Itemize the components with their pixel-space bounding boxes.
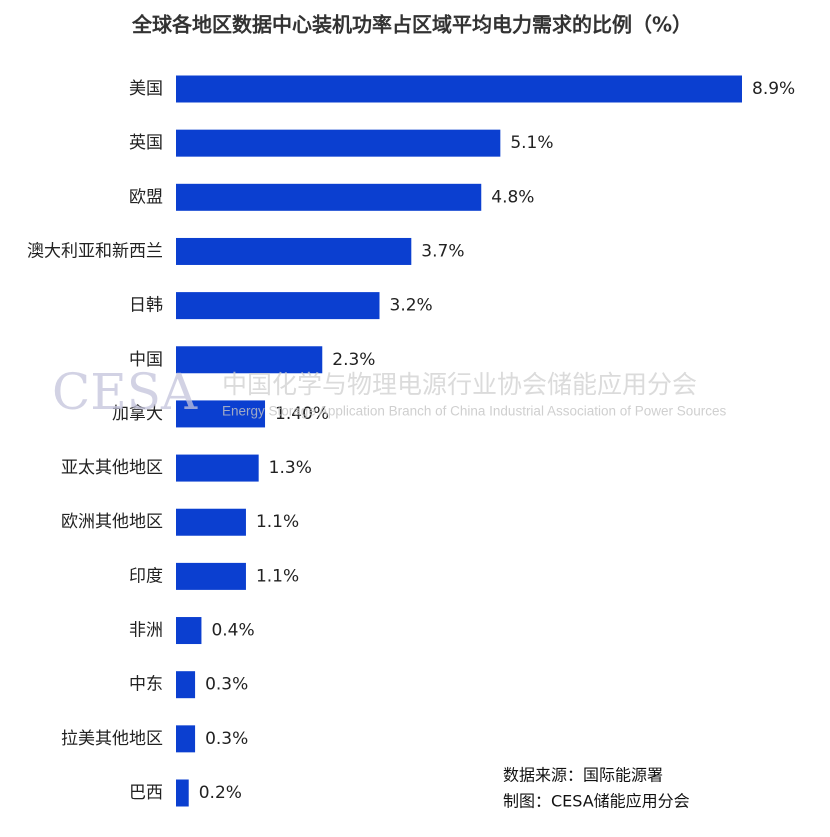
value-label: 0.3% [205, 675, 248, 695]
bar [176, 75, 742, 103]
value-label: 0.3% [205, 729, 248, 749]
bar [176, 779, 189, 807]
category-label: 美国 [129, 79, 163, 99]
category-label: 澳大利亚和新西兰 [27, 241, 163, 261]
category-label: 加拿大 [112, 403, 163, 424]
source-note: 数据来源：国际能源署 [503, 766, 663, 785]
bar [176, 237, 412, 265]
watermark-name: 中国化学与物理电源行业协会储能应用分会 [222, 370, 697, 399]
value-label: 1.3% [269, 458, 312, 478]
value-label: 8.9% [752, 79, 795, 99]
value-label: 5.1% [510, 133, 553, 153]
watermark-logo: CESA [52, 363, 198, 421]
bar [176, 400, 266, 428]
category-label: 拉美其他地区 [61, 729, 163, 749]
category-label: 日韩 [129, 296, 163, 316]
category-label: 印度 [129, 566, 163, 586]
category-label: 欧洲其他地区 [61, 512, 163, 532]
category-label: 欧盟 [129, 187, 163, 207]
value-label: 0.4% [211, 621, 254, 641]
category-label: 英国 [129, 133, 163, 153]
value-label: 0.2% [199, 783, 242, 803]
value-label: 4.8% [491, 187, 534, 207]
value-label: 2.3% [332, 350, 375, 370]
bar [176, 617, 202, 645]
chart-title: 全球各地区数据中心装机功率占区域平均电力需求的比例（%） [131, 13, 692, 37]
category-label: 巴西 [129, 783, 163, 803]
value-label: 1.40% [275, 404, 329, 424]
bar [176, 671, 196, 699]
source-note: 制图：CESA储能应用分会 [503, 792, 690, 811]
bar [176, 508, 246, 536]
bar [176, 454, 259, 482]
value-label: 1.1% [256, 566, 299, 586]
value-label: 3.2% [390, 296, 433, 316]
bar [176, 129, 501, 157]
category-label: 中东 [129, 675, 163, 695]
category-label: 亚太其他地区 [61, 458, 163, 478]
bar [176, 292, 380, 320]
value-label: 3.7% [421, 241, 464, 261]
category-label: 中国 [129, 350, 163, 370]
bar [176, 346, 323, 374]
category-label: 非洲 [129, 621, 163, 641]
watermark-name-en: Energy Storage Application Branch of Chi… [222, 404, 727, 419]
bar [176, 562, 246, 590]
bar [176, 183, 482, 211]
bar [176, 725, 196, 753]
value-label: 1.1% [256, 512, 299, 532]
